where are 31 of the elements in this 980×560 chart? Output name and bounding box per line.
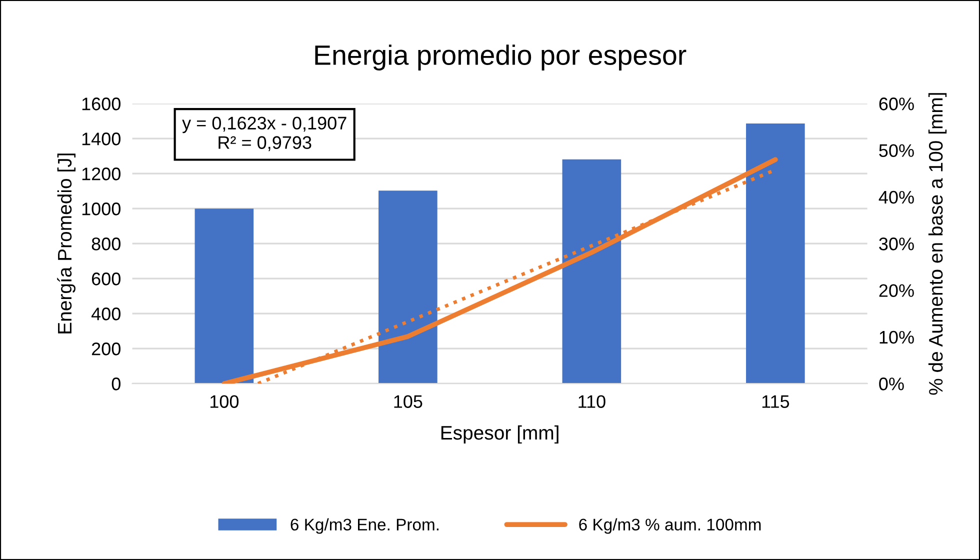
bar [378,190,438,384]
y2-tick-label: 50% [879,144,914,157]
y-tick-label: 0 [112,378,120,390]
bar [746,124,805,384]
y-tick-label: 200 [92,342,120,356]
x-tick-label: 115 [762,395,790,408]
legend-label: 6 Kg/m3 % aum. 100mm [579,518,761,534]
x-tick-label: 100 [210,395,239,408]
y-tick-label: 400 [91,308,120,320]
y-tick-label: 1400 [82,132,120,146]
y2-tick-label: 40% [878,190,914,204]
y2-tick-label: 60% [879,98,914,110]
y-tick-label: 1200 [82,168,120,180]
bar [194,208,254,384]
y2-tick-label: 30% [879,238,914,250]
y-tick-label: 1000 [82,202,120,216]
y2-tick-label: 20% [879,284,914,297]
chart-title: Energia promedio por espesor [315,44,686,70]
x-tick-label: 105 [394,395,422,408]
y-tick-label: 600 [92,272,120,286]
x-tick-label: 110 [578,395,606,408]
bar [562,159,622,384]
y2-tick-label: 0% [879,378,904,390]
y-tick-label: 800 [92,238,120,250]
y2-tick-label: 10% [880,330,914,344]
legend-label: 6 Kg/m3 Ene. Prom. [290,518,438,534]
x-axis-title: Espesor [mm] [441,425,558,444]
annotation: y = 0,1623x - 0,1907 R² = 0,9793 [182,116,346,152]
y2-axis-title: % de Aumento en base a 100 [mm] [928,93,947,395]
y-tick-label: 1600 [82,98,120,110]
y-axis-title: Energía Promedio [J] [57,154,76,334]
